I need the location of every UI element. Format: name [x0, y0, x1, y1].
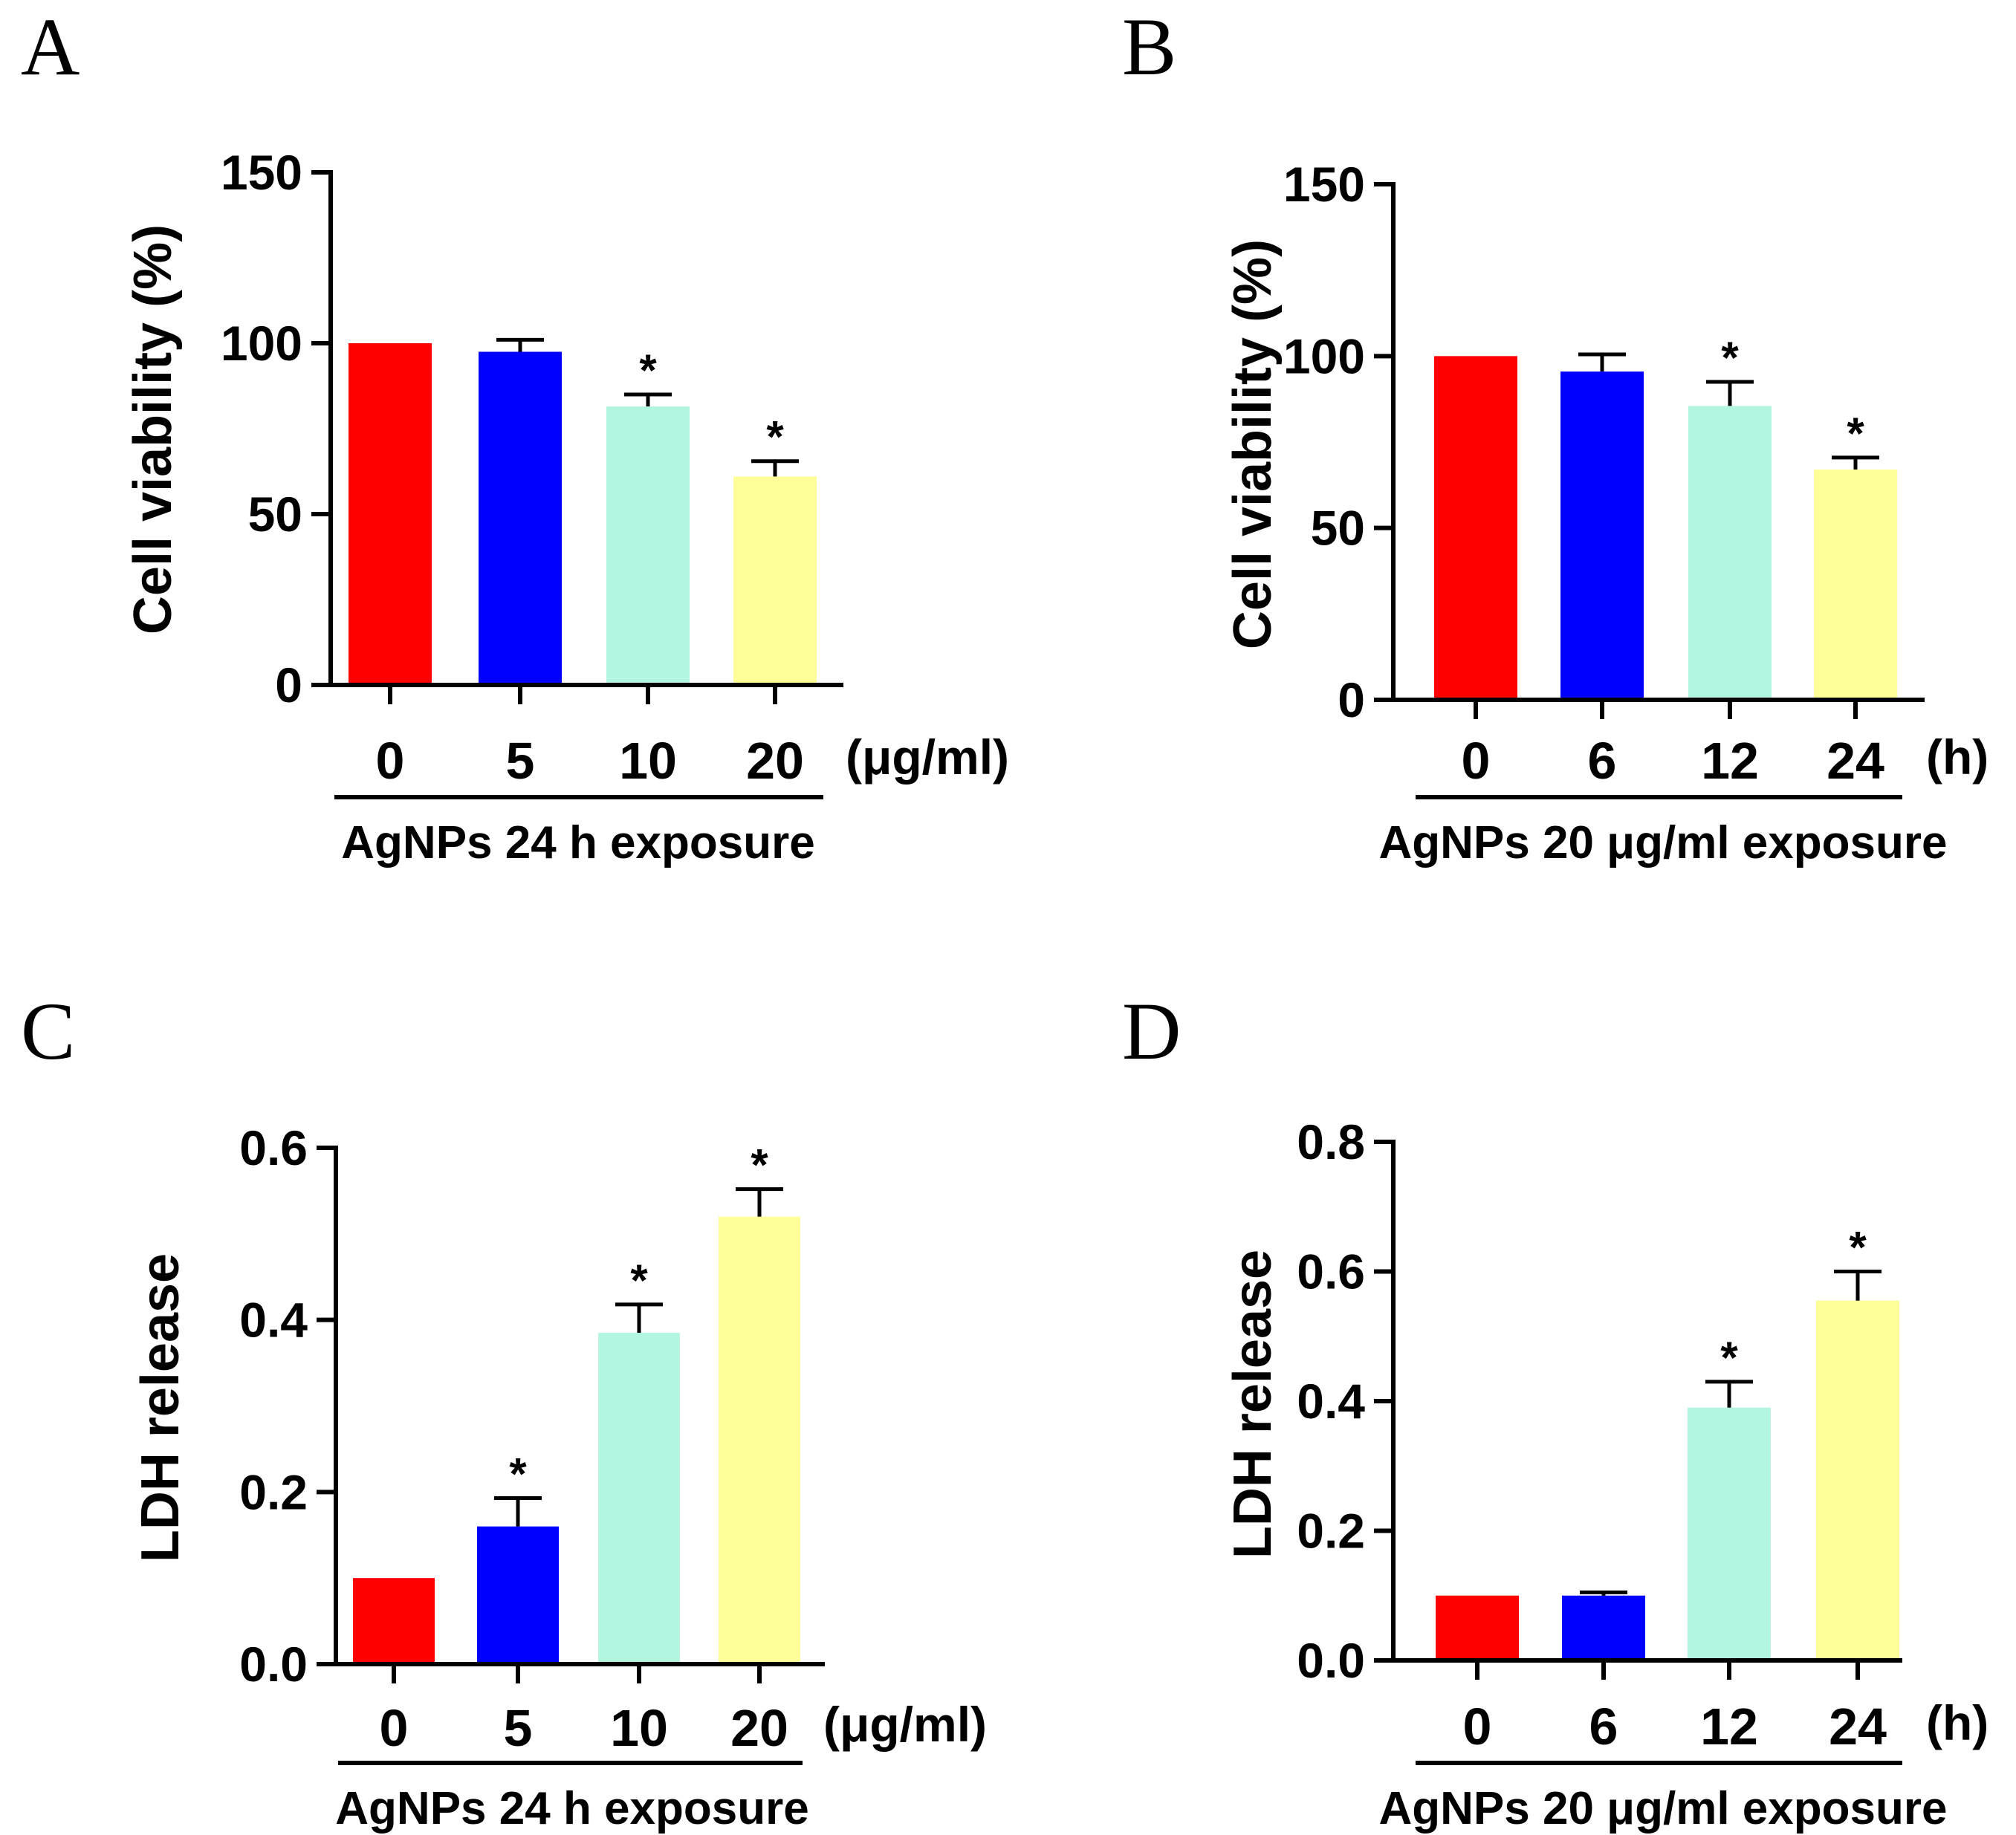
- significance-mark: *: [1720, 1333, 1738, 1383]
- significance-mark: *: [639, 345, 657, 395]
- bar: [1560, 371, 1644, 700]
- x-tick-label: 0: [376, 732, 405, 790]
- significance-mark: *: [1849, 1223, 1867, 1273]
- x-unit-label: (h): [1926, 1695, 1989, 1750]
- x-tick-label: 24: [1827, 732, 1884, 790]
- significance-mark: *: [509, 1449, 527, 1498]
- bar: [1688, 406, 1772, 700]
- group-label: AgNPs 20 μg/ml exposure: [1379, 817, 1948, 868]
- x-tick-label: 12: [1701, 732, 1759, 790]
- x-tick-label: 10: [619, 732, 677, 790]
- y-tick-label: 150: [221, 145, 302, 200]
- x-tick-label: 10: [610, 1699, 668, 1757]
- bar: [719, 1216, 800, 1664]
- group-label: AgNPs 24 h exposure: [335, 1783, 808, 1834]
- y-tick-label: 0: [1338, 672, 1365, 727]
- y-axis-label: Cell viability (%): [123, 224, 183, 634]
- bar: [1434, 356, 1517, 700]
- y-axis-label: Cell viability (%): [1223, 239, 1283, 649]
- panel-letter: A: [21, 1, 80, 92]
- y-tick-label: 50: [248, 487, 302, 542]
- panel-letter: C: [21, 986, 75, 1076]
- panel-letter: B: [1122, 1, 1176, 92]
- group-label: AgNPs 20 μg/ml exposure: [1379, 1783, 1948, 1834]
- y-tick-label: 0.2: [239, 1464, 308, 1519]
- x-unit-label: (μg/ml): [823, 1697, 987, 1752]
- x-tick-label: 12: [1700, 1698, 1758, 1756]
- chart-panel-d: D * * 0.0 0.2 0.4 0.6 0.8 0 6 12 24 (h) AgNPs 20 μg/m…: [1122, 986, 1989, 1834]
- significance-mark: *: [1721, 333, 1739, 383]
- y-tick-label: 0.2: [1297, 1504, 1365, 1559]
- significance-mark: *: [630, 1256, 648, 1305]
- x-tick-label: 20: [730, 1699, 788, 1757]
- x-unit-label: (μg/ml): [846, 730, 1009, 785]
- bar: [1814, 470, 1897, 700]
- bar: [349, 343, 432, 685]
- y-tick-label: 0.6: [1297, 1244, 1365, 1299]
- x-tick-label: 0: [1462, 732, 1491, 790]
- x-unit-label: (h): [1926, 730, 1989, 785]
- y-tick-label: 100: [1283, 328, 1365, 383]
- panel-letter: D: [1122, 986, 1181, 1076]
- x-tick-label: 5: [506, 732, 535, 790]
- bar: [477, 1526, 559, 1664]
- chart-panel-b: B * * 0 50 100 150 0 6 12 24 (h) AgNPs 20 μg/ml expo…: [1122, 1, 1989, 868]
- y-axis-label: LDH release: [1223, 1250, 1283, 1559]
- x-tick-label: 6: [1588, 732, 1617, 790]
- bar: [1688, 1407, 1771, 1660]
- y-tick-label: 0.0: [1297, 1633, 1365, 1688]
- x-tick-label: 20: [746, 732, 804, 790]
- y-tick-label: 0.6: [239, 1120, 308, 1175]
- bar: [353, 1578, 435, 1664]
- significance-mark: *: [766, 412, 784, 462]
- x-tick-label: 24: [1829, 1698, 1887, 1756]
- bar: [1816, 1300, 1899, 1660]
- y-tick-label: 150: [1283, 157, 1365, 212]
- chart-panel-a: A * * 0 50 100 150 0 5 10 20 (μg/ml) AgNPs 24 h expo…: [21, 1, 1009, 868]
- bar: [606, 406, 690, 685]
- bar: [733, 476, 817, 685]
- group-label: AgNPs 24 h exposure: [341, 817, 814, 868]
- bar: [1562, 1595, 1645, 1660]
- bar: [479, 351, 562, 685]
- y-tick-label: 0.8: [1297, 1114, 1365, 1169]
- bar: [598, 1333, 680, 1664]
- x-tick-label: 6: [1589, 1698, 1618, 1756]
- significance-mark: *: [751, 1140, 768, 1190]
- y-tick-label: 0.0: [239, 1637, 308, 1692]
- bar: [1436, 1595, 1519, 1660]
- y-tick-label: 0.4: [239, 1293, 308, 1348]
- x-tick-label: 0: [1463, 1698, 1492, 1756]
- y-tick-label: 50: [1311, 501, 1365, 556]
- y-tick-label: 0.4: [1297, 1374, 1365, 1429]
- chart-panel-c: C * * * 0.0 0.2 0.4 0.6 0 5 10 20 (μg/ml) AgNPs 24 h …: [21, 986, 987, 1834]
- y-axis-label: LDH release: [131, 1253, 190, 1562]
- y-tick-label: 0: [275, 657, 302, 712]
- significance-mark: *: [1847, 409, 1864, 458]
- x-tick-label: 5: [504, 1699, 533, 1757]
- y-tick-label: 100: [221, 316, 302, 371]
- x-tick-label: 0: [380, 1699, 409, 1757]
